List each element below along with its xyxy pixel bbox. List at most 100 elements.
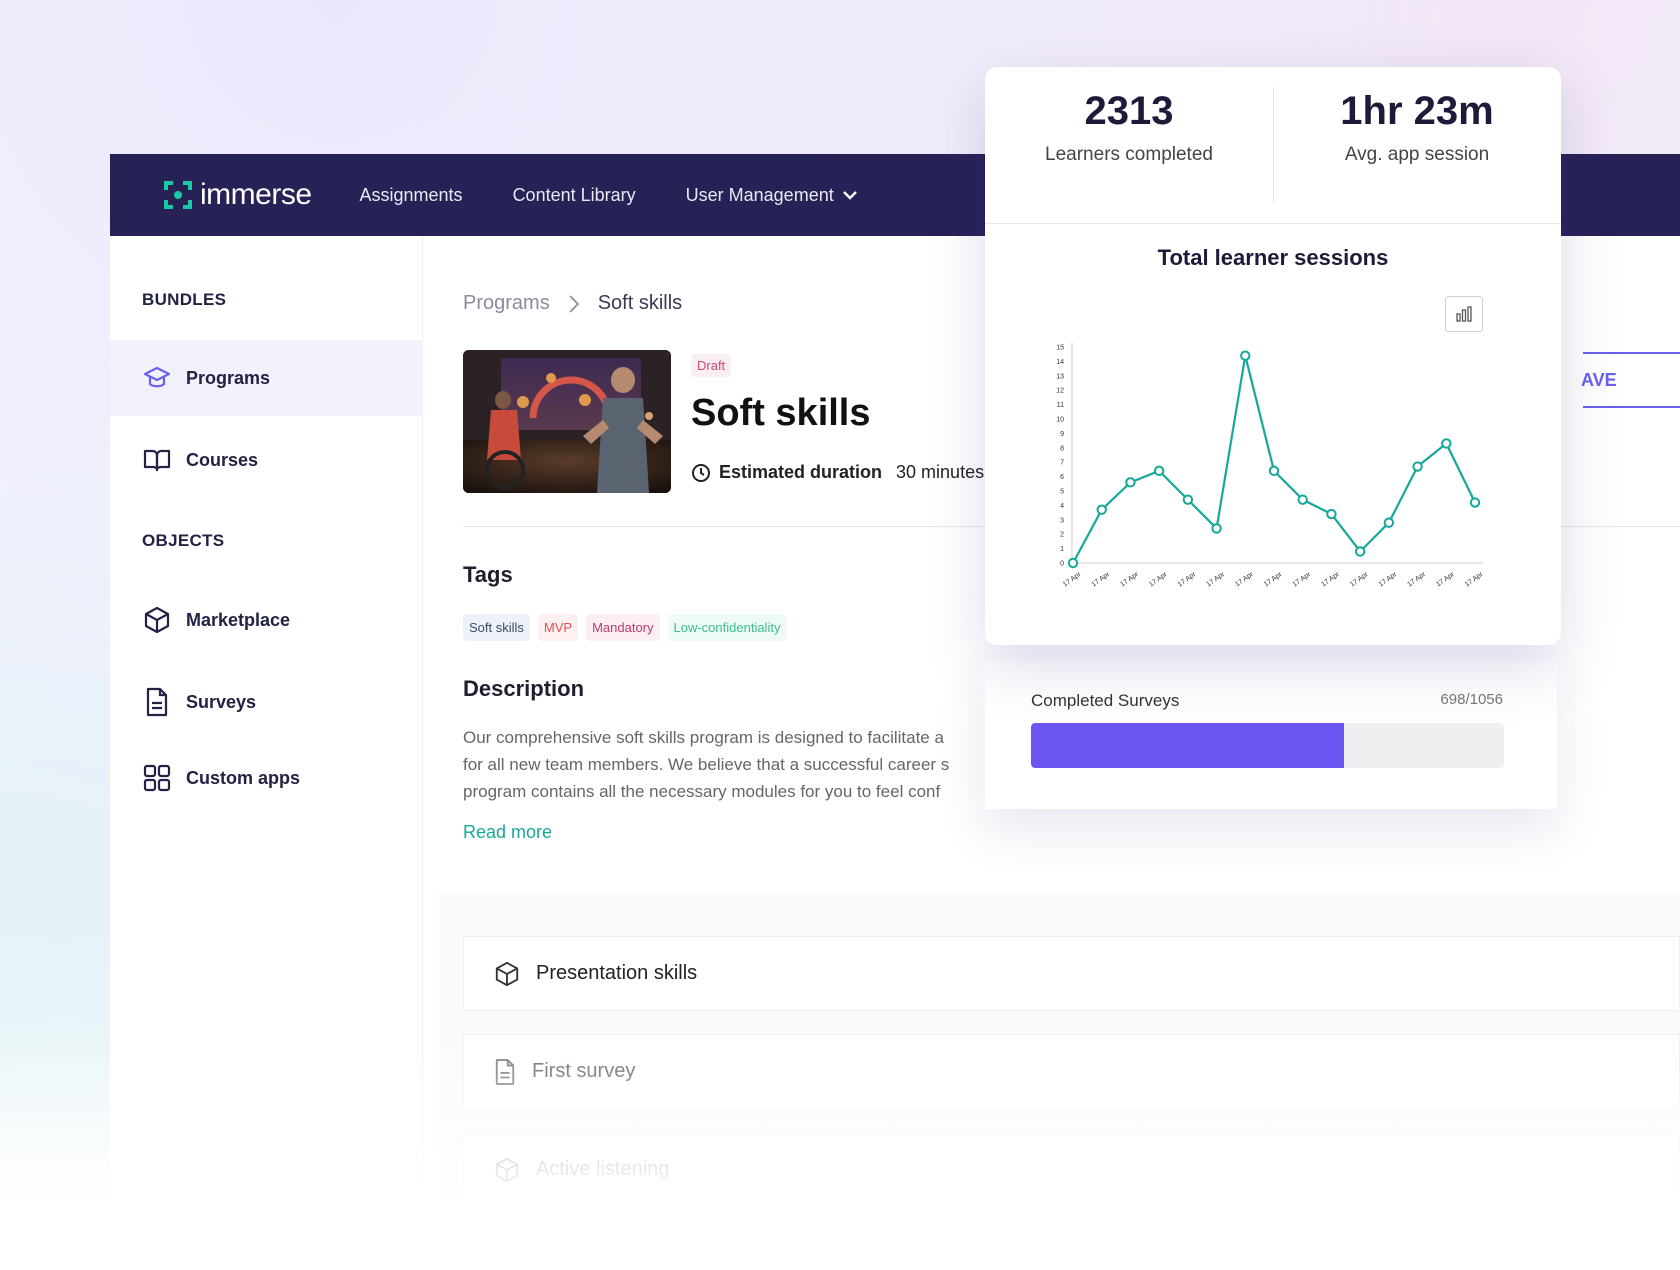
nav-content-library[interactable]: Content Library bbox=[513, 185, 636, 206]
x-tick-label: 17 Apr bbox=[1320, 571, 1341, 589]
page-title: Soft skills bbox=[691, 392, 871, 434]
y-tick-label: 15 bbox=[1056, 345, 1064, 352]
sidebar-item-label: Courses bbox=[186, 449, 259, 470]
tags-heading: Tags bbox=[463, 562, 513, 587]
description-line: program contains all the necessary modul… bbox=[463, 782, 941, 801]
immerse-logo-icon bbox=[164, 181, 192, 209]
card-divider bbox=[985, 223, 1561, 224]
data-point bbox=[1469, 497, 1481, 508]
chevron-down-icon bbox=[842, 191, 857, 200]
x-tick-label: 17 Apr bbox=[1062, 571, 1083, 589]
grid-icon bbox=[142, 763, 172, 793]
nav-assignments-label: Assignments bbox=[359, 184, 463, 205]
breadcrumb-programs[interactable]: Programs bbox=[463, 292, 550, 314]
x-tick-label: 17 Apr bbox=[1435, 571, 1456, 589]
y-tick-label: 0 bbox=[1060, 561, 1064, 568]
data-point bbox=[1153, 465, 1165, 477]
sidebar: BUNDLES Programs Courses OBJECTS Marketp… bbox=[110, 236, 423, 1270]
y-tick-label: 1 bbox=[1060, 546, 1064, 553]
sidebar-item-label: Surveys bbox=[186, 691, 257, 712]
nav-user-management[interactable]: User Management bbox=[686, 185, 858, 206]
bar-chart-icon bbox=[1456, 306, 1472, 322]
completed-surveys-count: 698/1056 bbox=[1440, 691, 1503, 708]
description-line: Our comprehensive soft skills program is… bbox=[463, 728, 944, 747]
save-button[interactable]: AVE bbox=[1581, 352, 1680, 408]
tag[interactable]: Soft skills bbox=[463, 614, 530, 641]
tag[interactable]: MVP bbox=[537, 614, 579, 641]
data-point bbox=[1096, 504, 1107, 515]
data-point bbox=[1297, 494, 1308, 505]
analytics-card: 2313 Learners completed 1hr 23m Avg. app… bbox=[985, 67, 1561, 645]
x-tick-label: 17 Apr bbox=[1464, 571, 1485, 589]
data-point bbox=[1182, 494, 1194, 505]
x-tick-label: 17 Apr bbox=[1378, 571, 1399, 589]
x-tick-label: 17 Apr bbox=[1091, 571, 1112, 589]
sidebar-item-label: Custom apps bbox=[186, 767, 301, 788]
description-line: for all new team members. We believe tha… bbox=[463, 755, 950, 774]
y-tick-label: 12 bbox=[1056, 388, 1064, 395]
chart-type-button[interactable] bbox=[1445, 296, 1483, 332]
cube-icon bbox=[495, 1157, 519, 1182]
sidebar-item-surveys[interactable]: Surveys bbox=[110, 664, 423, 740]
data-point bbox=[1211, 523, 1222, 534]
document-icon bbox=[495, 1058, 515, 1085]
y-tick-label: 7 bbox=[1060, 460, 1064, 467]
y-tick-label: 4 bbox=[1060, 503, 1064, 510]
clock-icon bbox=[692, 463, 710, 482]
tag[interactable]: Low-confidentiality bbox=[667, 614, 787, 641]
x-tick-label: 17 Apr bbox=[1119, 571, 1140, 589]
sidebar-item-label: Marketplace bbox=[186, 609, 291, 630]
y-tick-label: 14 bbox=[1056, 359, 1064, 366]
chevron-right-icon bbox=[568, 294, 580, 313]
y-tick-label: 6 bbox=[1060, 474, 1064, 481]
description-text: Our comprehensive soft skills program is… bbox=[463, 724, 1023, 805]
data-point bbox=[1067, 557, 1079, 569]
learners-completed-value: 2313 bbox=[1084, 89, 1174, 133]
sidebar-item-marketplace[interactable]: Marketplace bbox=[110, 582, 423, 658]
y-tick-label: 9 bbox=[1060, 431, 1064, 438]
duration-label: Estimated duration bbox=[719, 462, 883, 482]
sidebar-item-courses[interactable]: Courses bbox=[110, 422, 423, 498]
module-label: Presentation skills bbox=[536, 962, 698, 984]
description-heading: Description bbox=[463, 676, 585, 701]
estimated-duration: Estimated duration 30 minutes bbox=[691, 462, 984, 483]
nav-assignments[interactable]: Assignments bbox=[360, 185, 463, 206]
x-tick-label: 17 Apr bbox=[1234, 571, 1255, 589]
data-point bbox=[1441, 438, 1452, 449]
x-tick-label: 17 Apr bbox=[1148, 571, 1169, 589]
logo[interactable]: immerse bbox=[162, 178, 312, 212]
breadcrumb: Programs Soft skills bbox=[463, 292, 682, 315]
module-list: Presentation skills First survey Active … bbox=[439, 892, 1680, 1270]
learners-completed-label: Learners completed bbox=[1045, 144, 1213, 165]
tag[interactable]: Mandatory bbox=[586, 614, 660, 641]
data-point bbox=[1412, 461, 1423, 472]
x-tick-label: 17 Apr bbox=[1349, 571, 1370, 589]
module-item-presentation-skills[interactable]: Presentation skills bbox=[463, 936, 1680, 1011]
progress-track bbox=[1031, 723, 1504, 768]
module-item-active-listening[interactable]: Active listening bbox=[463, 1132, 1680, 1207]
sidebar-item-label: Programs bbox=[186, 367, 271, 388]
x-tick-label: 17 Apr bbox=[1292, 571, 1313, 589]
program-thumbnail bbox=[463, 350, 671, 493]
read-more-link[interactable]: Read more bbox=[463, 822, 553, 842]
chart-title: Total learner sessions bbox=[1157, 245, 1389, 270]
module-item-first-survey[interactable]: First survey bbox=[463, 1034, 1680, 1109]
nav-content-library-label: Content Library bbox=[512, 184, 636, 205]
data-point bbox=[1268, 465, 1280, 477]
sidebar-item-custom-apps[interactable]: Custom apps bbox=[110, 740, 423, 816]
cube-icon bbox=[495, 961, 519, 986]
breadcrumb-current: Soft skills bbox=[597, 292, 683, 314]
avg-session-label: Avg. app session bbox=[1344, 144, 1490, 165]
y-tick-label: 2 bbox=[1060, 532, 1064, 539]
x-tick-label: 17 Apr bbox=[1205, 571, 1226, 589]
data-point bbox=[1354, 546, 1366, 557]
y-tick-label: 11 bbox=[1057, 402, 1064, 409]
save-button-label: AVE bbox=[1581, 369, 1617, 390]
tag-list: Soft skills MVP Mandatory Low-confidenti… bbox=[463, 614, 787, 641]
sidebar-item-programs[interactable]: Programs bbox=[110, 340, 423, 416]
series-line bbox=[1072, 354, 1476, 564]
y-tick-label: 10 bbox=[1056, 417, 1064, 424]
y-tick-label: 3 bbox=[1060, 517, 1064, 524]
x-tick-label: 17 Apr bbox=[1177, 571, 1198, 589]
